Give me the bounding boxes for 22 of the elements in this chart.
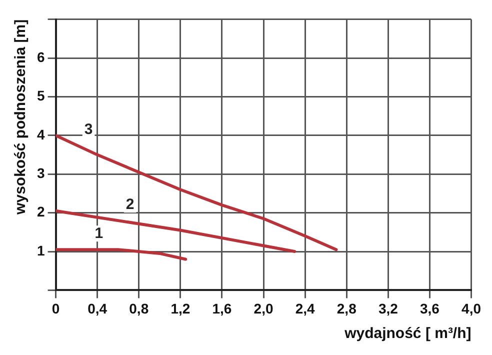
series-label: 3 <box>84 120 93 138</box>
y-tick-label: 3 <box>36 165 45 181</box>
x-tick-label: 0,4 <box>88 300 108 316</box>
y-tick-label: 4 <box>36 126 45 142</box>
x-tick-label: 0 <box>52 300 60 316</box>
x-tick-label: 1,2 <box>170 300 190 316</box>
y-tick-label: 1 <box>36 242 45 258</box>
y-axis-title: wysokość podnoszenia [m] <box>12 19 30 216</box>
x-tick-label: 3,6 <box>420 300 440 316</box>
y-tick-label: 6 <box>36 48 45 65</box>
x-tick-label: 1,6 <box>212 300 232 316</box>
y-tick-label: 5 <box>36 88 45 104</box>
x-tick-label: 2,4 <box>295 300 316 316</box>
x-tick-label: 0,8 <box>129 300 149 316</box>
x-tick-label: 3,2 <box>378 300 398 316</box>
x-tick-label: 4,0 <box>462 300 482 316</box>
y-tick-label: 2 <box>36 204 45 220</box>
x-axis-title: wydajność [ m³/h] <box>344 325 472 342</box>
x-tick-label: 2,8 <box>336 300 357 316</box>
series-label: 1 <box>94 225 104 242</box>
series-label: 2 <box>126 196 134 214</box>
x-tick-label: 2,0 <box>254 300 274 316</box>
